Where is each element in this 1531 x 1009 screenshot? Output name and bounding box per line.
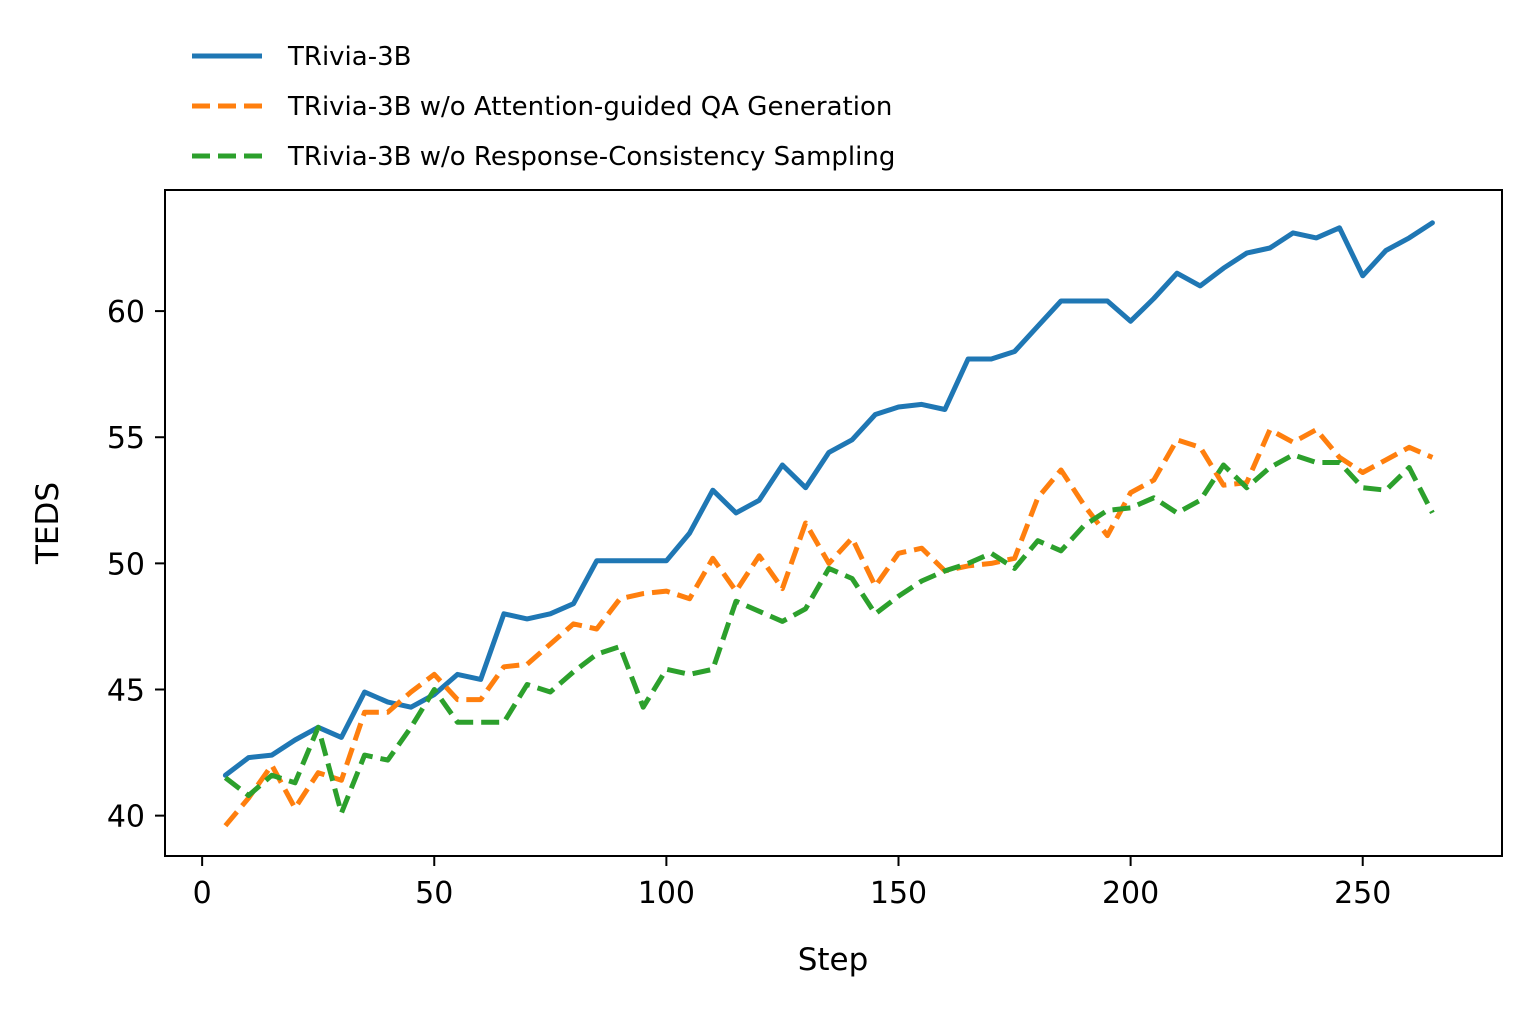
legend-label-trivia-3b-w-o-attention-guided-qa-generation: TRivia-3B w/o Attention-guided QA Genera…: [287, 92, 892, 122]
y-tick-label: 45: [107, 674, 145, 709]
legend: TRivia-3B TRivia-3B w/o Attention-guided …: [192, 42, 895, 172]
y-tick-label: 50: [107, 547, 145, 582]
legend-label-trivia-3b: TRivia-3B: [287, 42, 411, 72]
y-tick-label: 55: [107, 421, 145, 456]
y-tick-label: 60: [107, 295, 145, 330]
x-axis: 0 50 100 150 200 250: [193, 856, 1391, 911]
series-line-trivia-3b-w-o-response-consistency-sampling: [223, 452, 1435, 816]
x-tick-label: 100: [638, 876, 695, 911]
y-tick-label: 40: [107, 800, 145, 835]
y-axis-label: TEDS: [30, 482, 66, 565]
x-tick-label: 250: [1334, 876, 1391, 911]
y-axis: 40 45 50 55 60: [107, 295, 165, 835]
x-tick-label: 150: [870, 876, 927, 911]
plot-frame: [164, 189, 1503, 857]
series-line-trivia-3b-w-o-attention-guided-qa-generation: [223, 427, 1434, 828]
x-tick-label: 200: [1102, 876, 1159, 911]
plot-lines: [222, 220, 1435, 828]
x-axis-label: Step: [798, 942, 869, 978]
x-tick-label: 50: [415, 876, 453, 911]
x-tick-label: 0: [193, 876, 212, 911]
legend-label-trivia-3b-w-o-response-consistency-sampling: TRivia-3B w/o Response-Consistency Sampl…: [287, 142, 895, 172]
